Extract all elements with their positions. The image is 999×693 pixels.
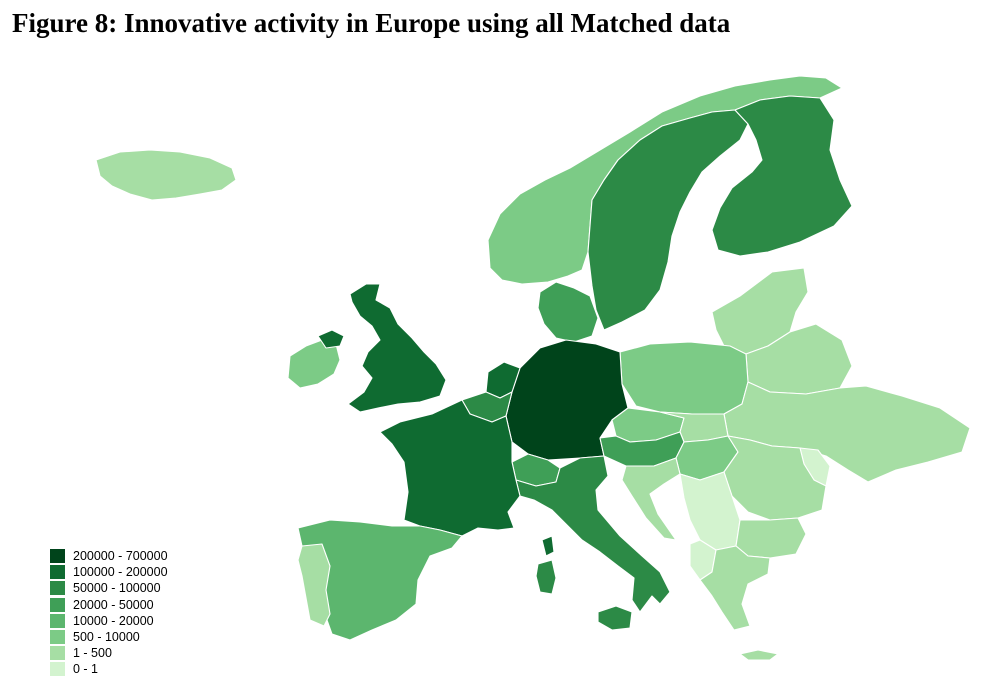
legend-label: 20000 - 50000 (73, 597, 154, 612)
region-sardinia[interactable] (535, 559, 557, 595)
region-poland[interactable] (619, 341, 749, 415)
legend-item: 10000 - 20000 (50, 613, 168, 629)
legend-swatch (50, 597, 65, 612)
region-iceland[interactable] (95, 149, 237, 201)
region-denmark[interactable] (537, 281, 599, 343)
legend-item: 500 - 10000 (50, 629, 168, 645)
legend-swatch (50, 613, 65, 628)
legend-label: 0 - 1 (73, 662, 99, 677)
region-ireland[interactable] (287, 339, 341, 389)
legend-label: 500 - 10000 (73, 630, 140, 645)
legend-swatch (50, 581, 65, 596)
legend-swatch (50, 630, 65, 645)
figure-title: Figure 8: Innovative activity in Europe … (12, 8, 731, 38)
legend-item: 20000 - 50000 (50, 597, 168, 613)
legend-item: 1 - 500 (50, 645, 168, 661)
map-legend: 200000 - 700000 100000 - 200000 50000 - … (50, 548, 168, 678)
region-croatia[interactable] (621, 457, 681, 541)
region-united-kingdom[interactable] (347, 283, 447, 413)
region-sweden[interactable] (587, 109, 749, 331)
region-bulgaria[interactable] (735, 517, 807, 559)
region-italy[interactable] (515, 455, 671, 613)
legend-item: 100000 - 200000 (50, 564, 168, 580)
region-sicily[interactable] (597, 605, 633, 631)
region-portugal[interactable] (297, 543, 331, 627)
legend-item: 50000 - 100000 (50, 580, 168, 596)
legend-label: 200000 - 700000 (73, 549, 168, 564)
legend-swatch (50, 662, 65, 677)
legend-label: 100000 - 200000 (73, 565, 168, 580)
legend-label: 1 - 500 (73, 646, 112, 661)
legend-swatch (50, 646, 65, 661)
legend-swatch (50, 565, 65, 580)
region-northern-ireland[interactable] (317, 329, 345, 349)
region-greece[interactable] (699, 545, 771, 631)
legend-swatch (50, 549, 65, 564)
region-crete[interactable] (739, 649, 779, 661)
region-baltic-states[interactable] (711, 267, 809, 355)
legend-item: 0 - 1 (50, 661, 168, 677)
region-finland[interactable] (711, 95, 853, 257)
legend-item: 200000 - 700000 (50, 548, 168, 564)
region-corsica[interactable] (541, 535, 555, 557)
legend-label: 10000 - 20000 (73, 613, 154, 628)
region-france[interactable] (379, 399, 521, 537)
legend-label: 50000 - 100000 (73, 581, 161, 596)
